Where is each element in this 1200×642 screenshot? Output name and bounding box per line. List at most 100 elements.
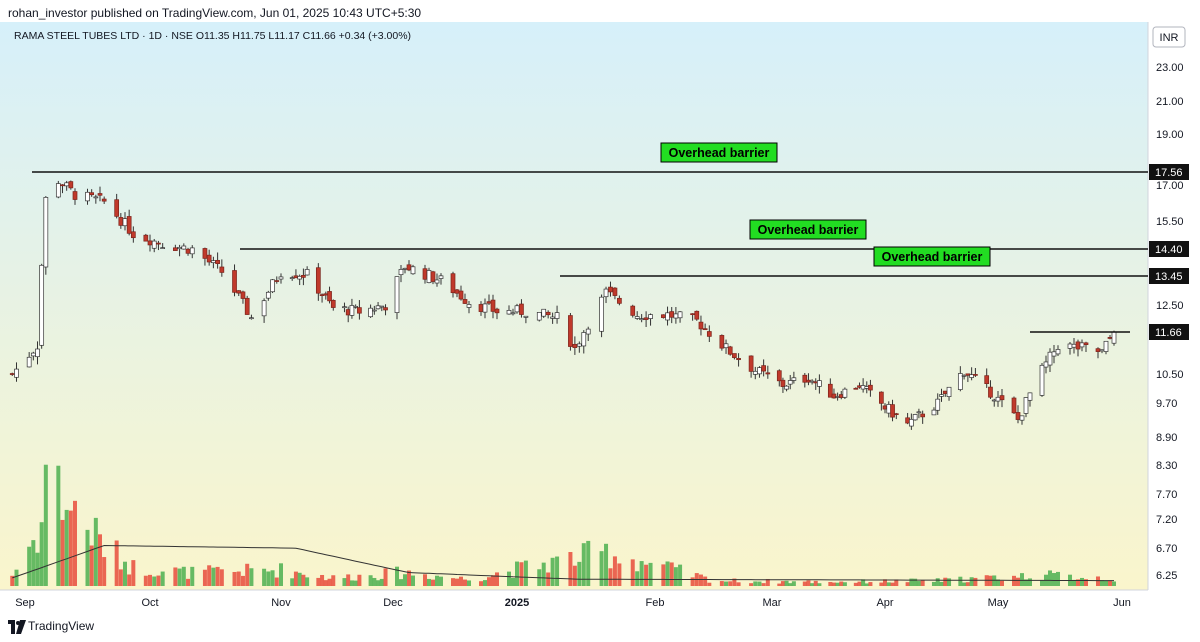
candle-body	[410, 266, 416, 275]
time-tick-label: Apr	[876, 597, 893, 609]
volume-bar	[1056, 571, 1060, 586]
candle-body	[357, 307, 362, 314]
volume-bar	[427, 578, 431, 586]
barrier-lines: Overhead barrier Overhead barrier Overhead…	[32, 142, 1148, 333]
price-axis-markers: 17.56 14.40 13.45 11.66	[1149, 164, 1189, 340]
candle-body	[458, 290, 464, 300]
price-tick-label: 9.70	[1156, 398, 1177, 410]
candle-body	[430, 271, 436, 282]
volume-bar	[608, 568, 613, 586]
candle-body	[694, 310, 700, 320]
candle-body	[434, 279, 440, 284]
time-tick-label: Dec	[383, 597, 403, 609]
price-tick-label: 7.70	[1156, 489, 1177, 501]
volume-bar	[996, 579, 1000, 586]
candle-body	[765, 372, 771, 375]
price-tick-label: 23.00	[1156, 62, 1184, 74]
volume-bar	[98, 534, 102, 586]
volume-bar	[1052, 573, 1056, 586]
volume-bar	[73, 500, 77, 586]
volume-bar	[648, 562, 653, 586]
candle-body	[576, 343, 582, 347]
volume-bar	[839, 581, 844, 586]
currency-box[interactable]	[1152, 26, 1186, 48]
volume-bar	[491, 575, 495, 586]
candle-body	[85, 191, 90, 202]
candle-body	[673, 313, 679, 319]
candle-body	[89, 192, 95, 196]
price-tick-label: 8.90	[1156, 432, 1177, 444]
volume-bar	[864, 583, 869, 586]
volume-bar	[459, 576, 463, 586]
volume-bar	[868, 582, 873, 586]
candle-body	[920, 413, 926, 418]
candle-body	[957, 373, 963, 390]
candlestick-series	[9, 180, 1117, 430]
volume-bar	[791, 581, 796, 586]
volume-bar	[236, 571, 241, 586]
barrier-label: Overhead barrier	[758, 223, 859, 237]
volume-bar	[546, 572, 551, 586]
price-tick-label: 6.25	[1156, 570, 1177, 582]
candle-body	[999, 395, 1005, 401]
candle-body	[304, 269, 310, 276]
volume-bar	[202, 569, 207, 586]
price-tick-label: 6.70	[1156, 543, 1177, 555]
volume-bar	[1076, 579, 1080, 586]
candle-body	[466, 304, 472, 308]
price-tick-label: 21.00	[1156, 96, 1184, 108]
candle-body	[14, 368, 19, 378]
time-tick-label: Nov	[271, 597, 291, 609]
volume-bar	[27, 546, 32, 586]
chart-background	[0, 22, 1148, 590]
candle-body	[147, 240, 153, 246]
candle-body	[450, 273, 456, 294]
candle-body	[68, 181, 74, 189]
candle-body	[991, 399, 997, 402]
volume-bar	[757, 581, 762, 586]
volume-bar	[190, 566, 195, 586]
candle-body	[249, 317, 254, 320]
volume-bar	[810, 583, 815, 586]
candle-body	[882, 405, 888, 410]
candle-body	[802, 374, 808, 383]
volume-bar	[1084, 579, 1088, 586]
candle-body	[868, 384, 873, 391]
volume-bar	[541, 562, 546, 586]
symbol-legend: RAMA STEEL TUBES LTD · 1D · NSE O11.35 H…	[14, 30, 411, 42]
volume-bar	[431, 579, 435, 586]
price-marker-box	[1149, 241, 1189, 257]
volume-bar	[423, 574, 427, 586]
volume-bar	[831, 582, 836, 586]
volume-bar	[395, 566, 399, 586]
currency-label[interactable]: INR	[1160, 32, 1179, 44]
volume-bar	[93, 517, 98, 586]
volume-bar	[43, 464, 48, 586]
price-tick-label: 19.00	[1156, 129, 1184, 141]
candle-body	[831, 393, 837, 399]
candle-body	[1095, 348, 1101, 352]
candle-body	[842, 388, 848, 398]
volume-bar	[965, 582, 970, 586]
volume-bar	[690, 577, 695, 586]
candle-body	[599, 296, 604, 332]
volume-bar	[883, 579, 887, 586]
candle-body	[550, 316, 555, 319]
volume-bar	[698, 574, 703, 586]
time-tick-label: Sep	[15, 597, 35, 609]
price-chart[interactable]: RAMA STEEL TUBES LTD · 1D · NSE O11.35 H…	[0, 22, 1200, 612]
candle-body	[1055, 349, 1061, 355]
candle-body	[438, 275, 444, 279]
candle-body	[202, 248, 208, 259]
candle-body	[784, 385, 789, 390]
volume-bar	[379, 578, 384, 586]
volume-bar	[479, 581, 483, 586]
volume-bar	[894, 579, 899, 586]
volume-bar	[1112, 581, 1116, 586]
volume-bar	[988, 575, 993, 586]
price-tick-label: 15.50	[1156, 216, 1184, 228]
volume-bar	[495, 572, 499, 586]
volume-bar	[635, 571, 640, 586]
volume-bar	[780, 581, 785, 586]
volume-bar	[523, 560, 528, 586]
